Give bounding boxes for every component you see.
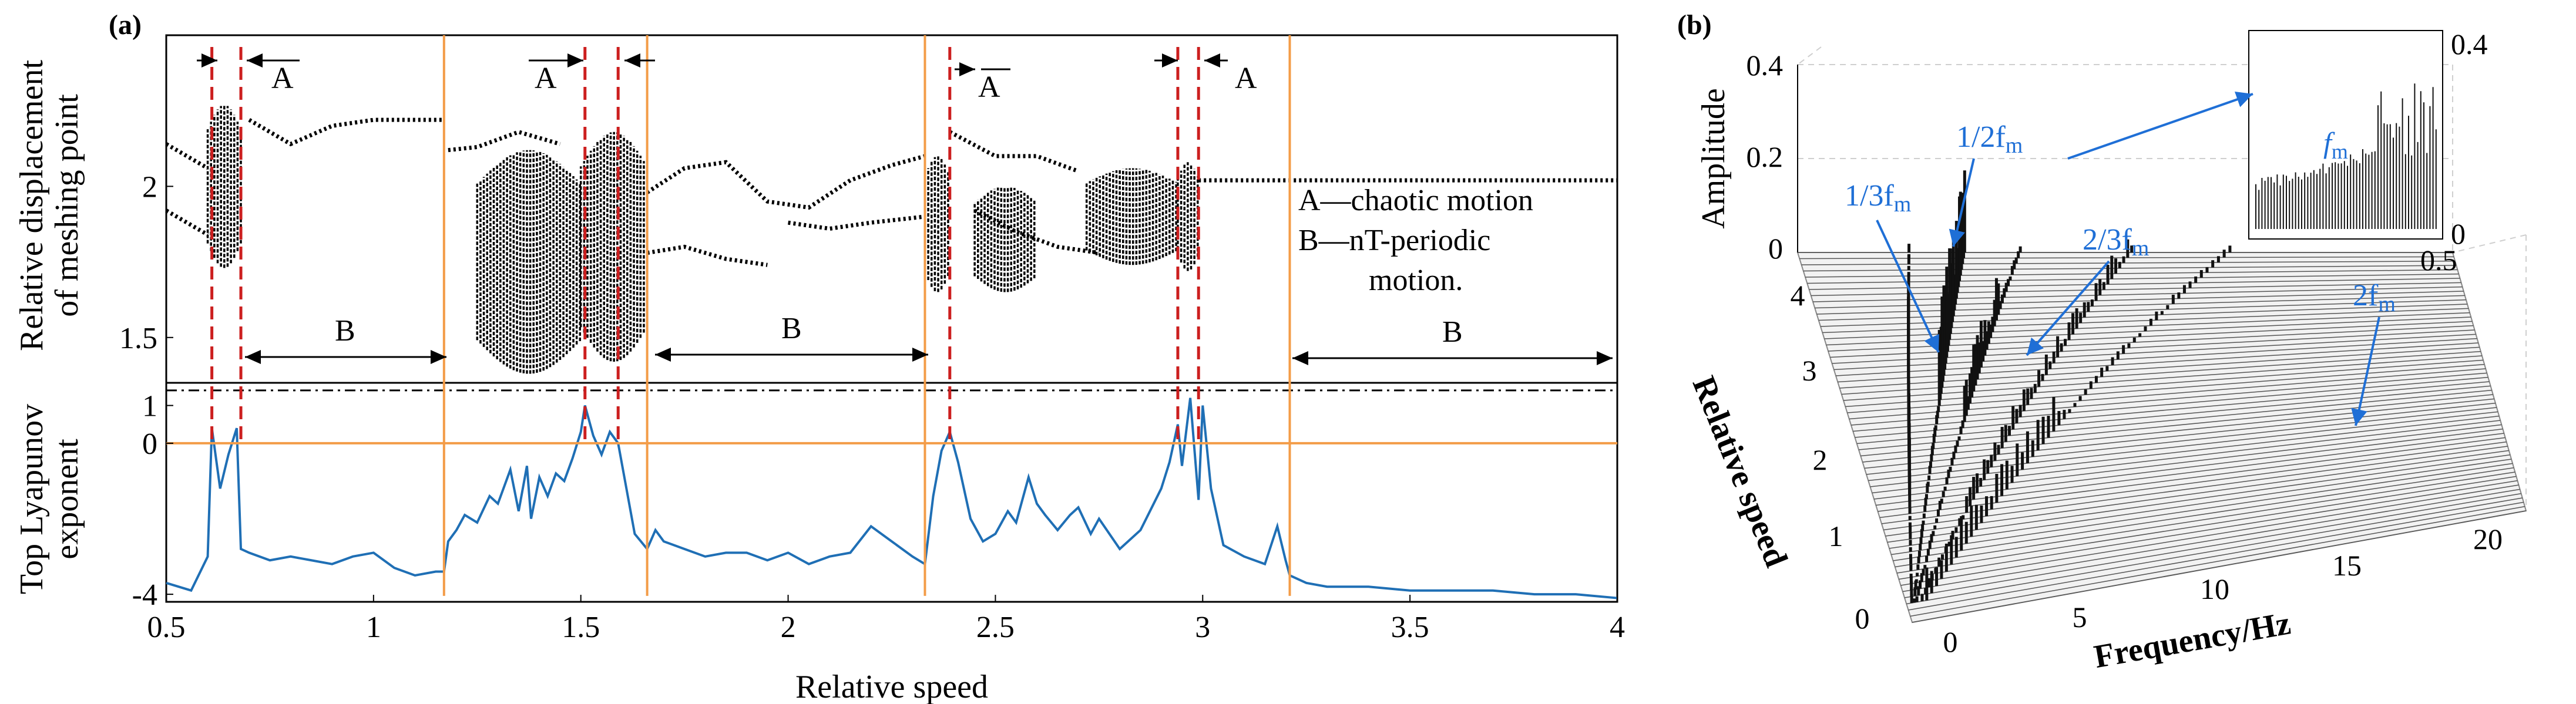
speed-tick-3: 3	[1802, 354, 1817, 387]
inset-y-tick-top: 0.4	[2451, 28, 2488, 60]
x-tick-label: 1	[366, 611, 381, 644]
z-tick-1: 0.2	[1747, 140, 1784, 173]
panel-a-label: (a)	[109, 9, 142, 41]
legend-periodic-line1: B—nT-periodic	[1298, 224, 1490, 257]
annotation-2-3fm: 2/3fm	[2083, 223, 2149, 261]
marker-a-4: A	[1235, 62, 1257, 95]
amplitude-axis: 0 0.2 0.4	[1747, 49, 1798, 265]
freq-tick-2: 10	[2200, 572, 2229, 605]
marker-b-1: B	[335, 314, 355, 348]
bottom-y-tick-label: 1	[142, 390, 157, 423]
speed-tick-1: 1	[1829, 520, 1843, 553]
x-tick-label: 3.5	[1391, 611, 1429, 644]
annotation-1-2fm: 1/2fm	[1956, 120, 2023, 158]
bottom-y-label-line1: Top Lyapunov	[14, 404, 50, 594]
branch-4	[647, 156, 925, 208]
marker-b-3: B	[1442, 315, 1463, 349]
marker-b-2: B	[781, 312, 802, 345]
marker-a-3: A	[978, 70, 1000, 104]
branch-3	[448, 132, 560, 150]
marker-a-1: A	[271, 62, 294, 95]
freq-tick-3: 15	[2332, 549, 2362, 582]
x-tick-label: 2	[781, 611, 796, 644]
z-tick-0: 0	[1768, 232, 1783, 265]
top-y-label-line2: of meshing point	[49, 94, 85, 317]
bottom-y-tick-label: 0	[142, 427, 157, 461]
frequency-label: Frequency/Hz	[2091, 605, 2293, 675]
x-tick-label: 3	[1195, 611, 1210, 644]
z-tick-2: 0.4	[1747, 49, 1784, 82]
legend-periodic-line2: motion.	[1369, 264, 1463, 297]
branch-0	[166, 144, 208, 168]
marker-a-2: A	[535, 62, 557, 95]
top-y-tick-label: 2	[142, 170, 157, 204]
amplitude-label: Amplitude	[1695, 88, 1732, 229]
inset-x-tick: 0.5	[2420, 244, 2457, 277]
inset-frame	[2249, 31, 2443, 239]
speed-tick-0: 0	[1855, 602, 1870, 635]
x-tick-label: 0.5	[147, 611, 186, 644]
annotation-1-3fm: 1/3fm	[1845, 179, 1911, 217]
branch-5	[647, 247, 768, 265]
bottom-y-label-line2: exponent	[49, 439, 85, 560]
branch-1	[166, 211, 208, 235]
inset: fm 0.4 0 0.5	[2249, 28, 2488, 277]
boundary-lines	[212, 35, 1290, 596]
freq-tick-4: 20	[2473, 523, 2503, 555]
legend-chaotic: A—chaotic motion	[1298, 184, 1533, 217]
relative-speed-label: Relative speed	[1685, 371, 1795, 572]
x-tick-label: 1.5	[562, 611, 600, 644]
freq-tick-0: 0	[1943, 625, 1958, 658]
branch-2	[249, 120, 444, 144]
speed-tick-2: 2	[1813, 443, 1828, 476]
top-y-tick-label: 1.5	[119, 322, 157, 355]
top-y-label-line1: Relative displacement	[14, 60, 50, 351]
branch-7	[950, 132, 1079, 171]
lyapunov-plot	[166, 390, 1617, 598]
x-tick-label: 4	[1610, 611, 1625, 644]
branch-8	[975, 211, 1099, 253]
x-axis-label: Relative speed	[795, 669, 988, 704]
freq-tick-1: 5	[2073, 601, 2087, 634]
bottom-y-tick-label: -4	[132, 578, 157, 612]
speed-tick-4: 4	[1791, 279, 1805, 312]
x-tick-label: 2.5	[976, 611, 1015, 644]
lyapunov-line	[166, 398, 1617, 598]
panel-b: (b) 0 0.2 0.4 Amplitude 0 1 2 3 4	[1677, 9, 2526, 675]
panel-b-label: (b)	[1677, 9, 1712, 41]
branch-6	[788, 217, 925, 229]
bottom-plot-frame	[166, 383, 1617, 602]
panel-a: (a) Relative displacement of meshing poi…	[14, 9, 1625, 704]
